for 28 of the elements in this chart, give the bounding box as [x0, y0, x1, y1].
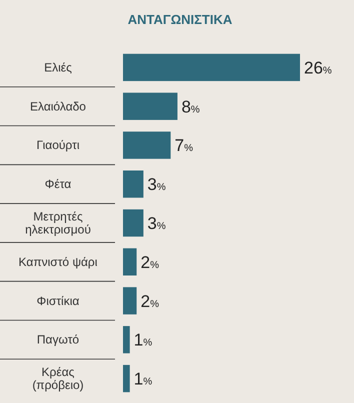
bar	[123, 170, 144, 198]
data-label: 1%	[134, 370, 152, 389]
data-label: 2%	[140, 252, 160, 272]
y-tick-label: Φέτα	[44, 177, 72, 192]
bar	[123, 248, 137, 276]
y-tick-label: Παγωτό	[36, 332, 80, 347]
y-tick-label: Ελιές	[44, 60, 72, 74]
y-tick-label: Κρέας (πρόβειο)	[32, 365, 84, 392]
bar	[123, 92, 178, 120]
data-label: 3%	[147, 175, 166, 194]
y-tick-label: Φιστίκια	[36, 294, 80, 308]
bar	[123, 364, 130, 392]
data-label: 2%	[140, 292, 160, 311]
data-label: 7%	[174, 136, 194, 156]
data-label: 3%	[147, 214, 166, 233]
chart-title: ΑΝΤΑΓΩΝΙΣΤΙΚΑ	[128, 12, 233, 27]
data-label: 8%	[181, 97, 200, 116]
bar	[123, 132, 171, 159]
bar	[123, 209, 144, 237]
y-tick-label: Ελαιόλαδο	[30, 99, 86, 114]
data-label: 1%	[134, 330, 152, 350]
bar	[123, 54, 300, 82]
y-tick-label: Καπνιστό ψάρι	[18, 254, 98, 269]
data-label: 26%	[304, 58, 332, 78]
bar	[123, 287, 137, 314]
bar	[123, 326, 130, 354]
y-tick-label: Γιαούρτι	[36, 138, 80, 152]
y-tick-label: Μετρητές ηλεκτρισμού	[25, 210, 91, 236]
